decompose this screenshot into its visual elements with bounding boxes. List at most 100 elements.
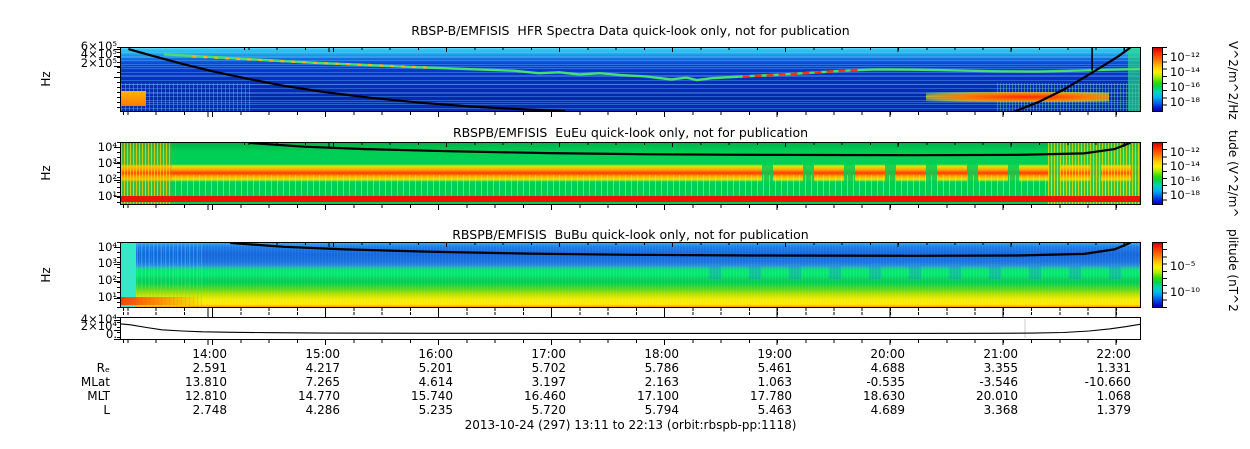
uhr-trace-warm-segment <box>192 55 427 69</box>
ephemeris-value: 5.463 <box>757 403 792 417</box>
x-ticks <box>120 340 1141 345</box>
ephemeris-value: 4.689 <box>870 403 905 417</box>
ephemeris-value: 5.786 <box>644 361 679 375</box>
ephemeris-value: -0.535 <box>866 375 905 389</box>
ephemeris-value: 1.068 <box>1096 389 1131 403</box>
y-ticks <box>117 142 120 205</box>
row-label-mlat: MLat <box>80 375 110 389</box>
ephemeris-column: 16:00 5.201 4.614 15.740 5.235 <box>363 347 453 417</box>
ephemeris-value: 2.748 <box>192 403 227 417</box>
row-label-l: L <box>103 403 110 417</box>
time-tick-label: 19:00 <box>757 347 792 361</box>
colorbar-tick-label: 10⁻¹⁰ <box>1170 285 1200 299</box>
ephemeris-value: 3.355 <box>983 361 1018 375</box>
colorbar-tick-label: 10⁻¹² <box>1170 50 1200 64</box>
y-tick-label: 10² <box>97 172 117 186</box>
ephemeris-column: 15:00 4.217 7.265 14.770 4.286 <box>250 347 340 417</box>
y-tick-label: 2×10⁴ <box>80 319 117 333</box>
ephemeris-value: 2.591 <box>192 361 227 375</box>
y-ticks <box>117 242 120 308</box>
ephemeris-value: 4.688 <box>870 361 905 375</box>
colorbar-tick-label: 10⁻¹⁸ <box>1170 95 1200 109</box>
euu-left-edge-activity <box>121 143 172 204</box>
ephemeris-value: 4.614 <box>418 375 453 389</box>
ephemeris-column: 17:00 5.702 3.197 16.460 5.720 <box>476 347 566 417</box>
ephemeris-column: 21:00 3.355 -3.546 20.010 3.368 <box>928 347 1018 417</box>
ephemeris-value: 2.163 <box>644 375 679 389</box>
ephemeris-value: 12.810 <box>185 389 227 403</box>
ephemeris-value: -10.660 <box>1084 375 1131 389</box>
row-label-re: Rₑ <box>96 361 110 375</box>
ephemeris-value: 1.331 <box>1096 361 1131 375</box>
ephemeris-value: 16.460 <box>524 389 566 403</box>
y-ticks <box>117 47 120 112</box>
bub-band-blob-gaps <box>681 266 1140 279</box>
y-tick-label: 10⁴ <box>97 140 117 154</box>
uhr-trace-curve <box>163 53 1140 82</box>
ephemeris-value: 3.197 <box>531 375 566 389</box>
hfr-y-axis-label: Hz <box>39 71 53 87</box>
ephemeris-value: 1.063 <box>757 375 792 389</box>
ephemeris-row-labels: Rₑ MLat MLT L <box>30 361 110 417</box>
colorbar-ticks <box>1163 142 1167 205</box>
ephemeris-column: 22:00 1.331 -10.660 1.068 1.379 <box>1041 347 1131 417</box>
y-tick-label: 10² <box>97 273 117 287</box>
ephemeris-value: 5.235 <box>418 403 453 417</box>
time-tick-label: 17:00 <box>531 347 566 361</box>
ephemeris-value: -3.546 <box>979 375 1018 389</box>
ephemeris-value: 20.010 <box>976 389 1018 403</box>
time-tick-label: 14:00 <box>192 347 227 361</box>
y-tick-label: 4×10⁵ <box>80 47 117 61</box>
y-tick-label: 4×10⁴ <box>80 312 117 326</box>
euu-title: RBSPB/EMFISIS EuEu quick-look only, not … <box>452 125 809 140</box>
ephemeris-value: 5.702 <box>531 361 566 375</box>
euu-spectrogram <box>120 142 1141 205</box>
ephemeris-column: 14:00 2.591 13.810 12.810 2.748 <box>137 347 227 417</box>
hfr-right-edge-column <box>1127 48 1140 111</box>
fce-curve <box>249 143 1131 157</box>
euu-overlay-svg <box>249 143 1131 157</box>
y-tick-label: 10³ <box>97 156 117 170</box>
caption: 2013-10-24 (297) 13:11 to 22:13 (orbit:r… <box>464 418 797 432</box>
time-tick-label: 20:00 <box>870 347 905 361</box>
x-ticks <box>120 112 1141 117</box>
colorbar-tick-label: 10⁻¹⁴ <box>1170 65 1200 79</box>
ephemeris-value: 18.630 <box>863 389 905 403</box>
time-tick-label: 21:00 <box>983 347 1018 361</box>
colorbar-ticks <box>1163 47 1167 112</box>
bub-lowerleft-burst <box>121 296 203 306</box>
euu-striation-noise <box>121 174 1140 197</box>
y-tick-label: 10⁴ <box>97 240 117 254</box>
fce-curve-right <box>1014 48 1131 111</box>
y-ticks <box>117 317 120 340</box>
y-tick-label: 10¹ <box>97 189 117 203</box>
bub-striation-noise <box>121 243 1140 307</box>
ephemeris-column: 18:00 5.786 2.163 17.100 5.794 <box>589 347 679 417</box>
ephemeris-value: 14.770 <box>298 389 340 403</box>
colorbar-tick-label: 10⁻¹⁴ <box>1170 159 1200 173</box>
bub-colorbar <box>1152 242 1163 308</box>
hfr-colorbar <box>1152 47 1163 112</box>
hfr-lowerleft-burst <box>121 90 147 106</box>
colorbar-tick-label: 10⁻¹⁶ <box>1170 80 1200 94</box>
colorbar-tick-label: 10⁻¹² <box>1170 145 1200 159</box>
ephemeris-value: 4.286 <box>305 403 340 417</box>
euu-bottom-red-band <box>121 196 1140 202</box>
y-tick-label: 0. <box>106 327 117 341</box>
y-tick-label: 10¹ <box>97 290 117 304</box>
ephemeris-value: 1.379 <box>1096 403 1131 417</box>
bub-title: RBSPB/EMFISIS BuBu quick-look only, not … <box>452 227 809 242</box>
row-label-mlt: MLT <box>87 389 110 403</box>
hfr-colorbar-unit-label: V^2/m^2/Hz <box>1226 41 1240 120</box>
ephemeris-value: 3.368 <box>983 403 1018 417</box>
bub-colorbar-unit-label: plitude (nT^2 <box>1226 229 1240 312</box>
hfr-spectrogram <box>120 47 1141 112</box>
ephemeris-value: 5.201 <box>418 361 453 375</box>
ephemeris-value: 5.461 <box>757 361 792 375</box>
time-tick-label: 18:00 <box>644 347 679 361</box>
y-tick-label: 10³ <box>97 256 117 270</box>
colorbar-tick-label: 10⁻¹⁸ <box>1170 188 1200 202</box>
bub-green-blob-band <box>121 266 1140 279</box>
fce-curve-left <box>128 48 566 111</box>
